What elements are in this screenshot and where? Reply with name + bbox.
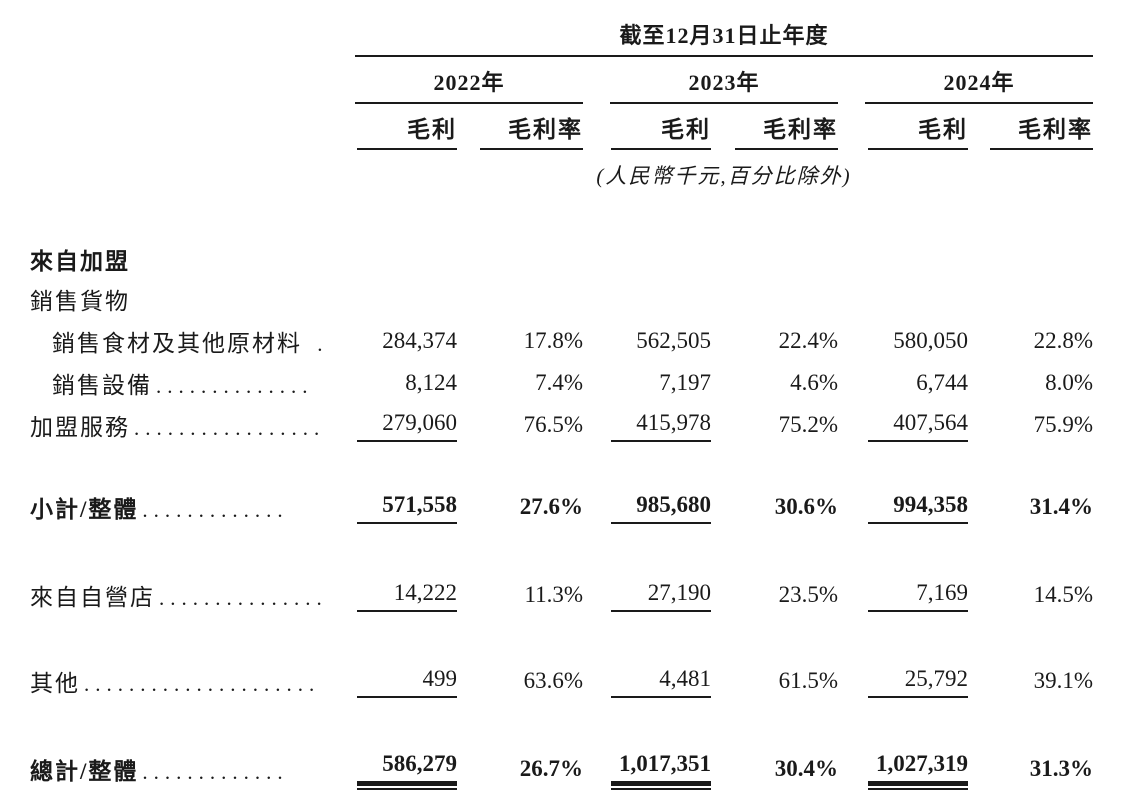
cell-value: 75.2% [778, 412, 838, 437]
cell-value: 76.5% [523, 412, 583, 437]
col-header-gross-profit: 毛利 [611, 110, 711, 150]
cell-value: 1,017,351 [611, 751, 711, 790]
cell-value: 499 [357, 666, 457, 698]
table-row-from-franchising: 來自加盟 [30, 236, 1093, 276]
cell-value: 407,564 [868, 410, 968, 442]
spacer-row [30, 612, 1093, 656]
period-title: 截至12月31日止年度 [355, 14, 1094, 57]
table-row-subtotal: 小計/整體............. 571,558 27.6% 985,680… [30, 482, 1093, 524]
table-row-sales-of-goods: 銷售貨物 [30, 276, 1093, 316]
period-title-text: 截至12月31日止年度 [619, 23, 829, 48]
cell-value: 279,060 [357, 410, 457, 442]
cell-value: 26.7% [519, 756, 583, 781]
cell-value: 994,358 [868, 492, 968, 524]
year-label: 2023年 [688, 70, 760, 95]
cell-value: 8.0% [1045, 370, 1094, 395]
cell-value: 7.4% [535, 370, 583, 395]
gross-profit-table: 截至12月31日止年度 2022年 2023年 2024年 [30, 14, 1094, 790]
row-label: 來自自營店 [30, 585, 155, 610]
unit-note-text: (人民幣千元,百分比除外) [596, 164, 852, 188]
cell-value: 8,124 [405, 370, 457, 395]
col-header-gross-profit: 毛利 [868, 110, 968, 150]
cell-value: 1,027,319 [868, 751, 968, 790]
spacer-row [30, 524, 1093, 570]
cell-value: 22.8% [1033, 328, 1094, 353]
cell-value: 23.5% [778, 582, 838, 607]
cell-value: 63.6% [523, 668, 583, 693]
table-row-food-materials: 銷售食材及其他原材料 . 284,374 17.8% 562,505 22.4%… [30, 316, 1093, 358]
row-label: 小計/整體 [30, 497, 139, 522]
table-row-others: 其他..................... 499 63.6% 4,481 … [30, 656, 1093, 698]
cell-value: 6,744 [916, 370, 968, 395]
cell-value: 7,197 [659, 370, 711, 395]
cell-value: 30.6% [774, 494, 838, 519]
cell-value: 31.4% [1029, 494, 1094, 519]
cell-value: 985,680 [611, 492, 711, 524]
spacer-row [30, 442, 1093, 482]
cell-value: 580,050 [893, 328, 968, 353]
table-row: 截至12月31日止年度 [30, 14, 1094, 57]
col-header-gross-profit: 毛利 [357, 110, 457, 150]
table-row-franchise-services: 加盟服務................. 279,060 76.5% 415,… [30, 400, 1093, 442]
cell-value: 11.3% [524, 582, 583, 607]
cell-value: 571,558 [357, 492, 457, 524]
leader-dots: ..................... [84, 672, 321, 696]
year-header-2024: 2024年 [865, 65, 1094, 104]
table-row: 毛利 毛利率 毛利 毛利率 毛利 毛利率 [30, 104, 1094, 150]
cell-value: 39.1% [1033, 668, 1094, 693]
year-label: 2022年 [433, 70, 505, 95]
cell-value: 61.5% [778, 668, 838, 693]
year-header-2023: 2023年 [610, 65, 838, 104]
cell-value: 22.4% [778, 328, 838, 353]
spacer-row [30, 698, 1093, 744]
cell-value: 7,169 [868, 580, 968, 612]
cell-value: 14,222 [357, 580, 457, 612]
leader-dots: ............. [142, 498, 289, 522]
leader-dots: . [306, 332, 329, 356]
leader-dots: .............. [156, 374, 314, 398]
row-label: 來自加盟 [30, 249, 130, 274]
leader-dots: ................. [134, 416, 326, 440]
spacer-row [30, 196, 1093, 236]
row-label: 總計/整體 [30, 759, 139, 784]
year-label: 2024年 [943, 70, 1015, 95]
col-header-gross-profit-margin: 毛利率 [990, 110, 1094, 150]
unit-note: (人民幣千元,百分比除外) [355, 150, 1093, 196]
cell-value: 17.8% [523, 328, 583, 353]
year-header-2022: 2022年 [355, 65, 583, 104]
row-label: 其他 [30, 671, 80, 696]
row-label: 加盟服務 [30, 415, 130, 440]
col-header-gross-profit-margin: 毛利率 [735, 110, 838, 150]
cell-value: 14.5% [1033, 582, 1094, 607]
leader-dots: ............. [142, 760, 289, 784]
cell-value: 4,481 [611, 666, 711, 698]
cell-value: 27,190 [611, 580, 711, 612]
cell-value: 25,792 [868, 666, 968, 698]
table-row: 2022年 2023年 2024年 [30, 56, 1094, 104]
row-label: 銷售設備 [52, 373, 152, 398]
cell-value: 562,505 [636, 328, 711, 353]
cell-value: 30.4% [774, 756, 838, 781]
table-row: (人民幣千元,百分比除外) [30, 150, 1093, 196]
cell-value: 415,978 [611, 410, 711, 442]
row-label: 銷售食材及其他原材料 [52, 331, 302, 356]
table-row-equipment: 銷售設備.............. 8,124 7.4% 7,197 4.6%… [30, 358, 1093, 400]
cell-value: 27.6% [519, 494, 583, 519]
cell-value: 4.6% [790, 370, 838, 395]
cell-value: 75.9% [1033, 412, 1094, 437]
cell-value: 586,279 [357, 751, 457, 790]
leader-dots: ............... [159, 586, 328, 610]
cell-value: 284,374 [382, 328, 457, 353]
table-row-self-operated-stores: 來自自營店............... 14,222 11.3% 27,190… [30, 570, 1093, 612]
row-label: 銷售貨物 [30, 289, 130, 314]
col-header-gross-profit-margin: 毛利率 [480, 110, 583, 150]
table-row-total: 總計/整體............. 586,279 26.7% 1,017,3… [30, 744, 1094, 790]
cell-value: 31.3% [1029, 756, 1094, 781]
